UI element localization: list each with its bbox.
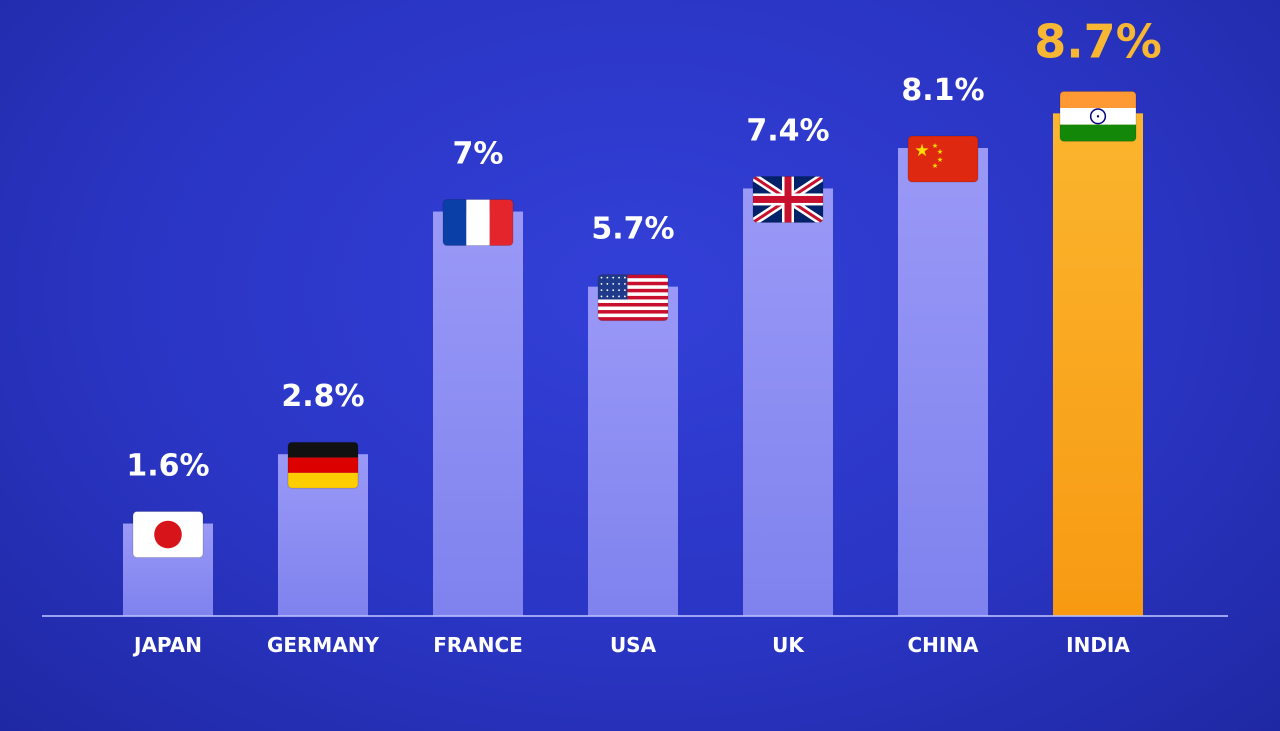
category-label-india: INDIA	[1066, 633, 1130, 657]
bar-france	[433, 211, 523, 617]
category-label-uk: UK	[772, 633, 805, 657]
value-label-japan: 1.6%	[126, 449, 209, 484]
value-label-france: 7%	[453, 137, 504, 172]
svg-text:★: ★	[937, 148, 943, 156]
category-label-france: FRANCE	[433, 633, 523, 657]
svg-text:★: ★	[914, 141, 929, 161]
germany-flag-icon	[287, 441, 359, 489]
svg-text:★: ★	[937, 156, 943, 164]
category-label-japan: JAPAN	[132, 633, 202, 657]
china-flag-icon: ★ ★★★★	[907, 135, 979, 183]
category-label-germany: GERMANY	[267, 633, 380, 657]
svg-text:★: ★	[932, 142, 938, 150]
svg-text:★: ★	[932, 162, 938, 170]
bar-usa	[588, 286, 678, 616]
japan-flag-icon	[132, 511, 204, 559]
value-label-usa: 5.7%	[591, 212, 674, 247]
bar-uk	[743, 188, 833, 616]
india-flag-icon	[1059, 90, 1137, 142]
value-label-germany: 2.8%	[281, 379, 364, 414]
value-label-uk: 7.4%	[746, 113, 829, 148]
usa-flag-icon	[597, 274, 669, 322]
category-label-usa: USA	[610, 633, 657, 657]
value-label-india: 8.7%	[1034, 14, 1162, 68]
value-label-china: 8.1%	[901, 73, 984, 108]
category-label-china: CHINA	[907, 633, 979, 657]
france-flag-icon	[442, 199, 514, 247]
bar-india	[1053, 113, 1143, 616]
bar-china	[898, 148, 988, 616]
uk-flag-icon	[752, 175, 824, 223]
